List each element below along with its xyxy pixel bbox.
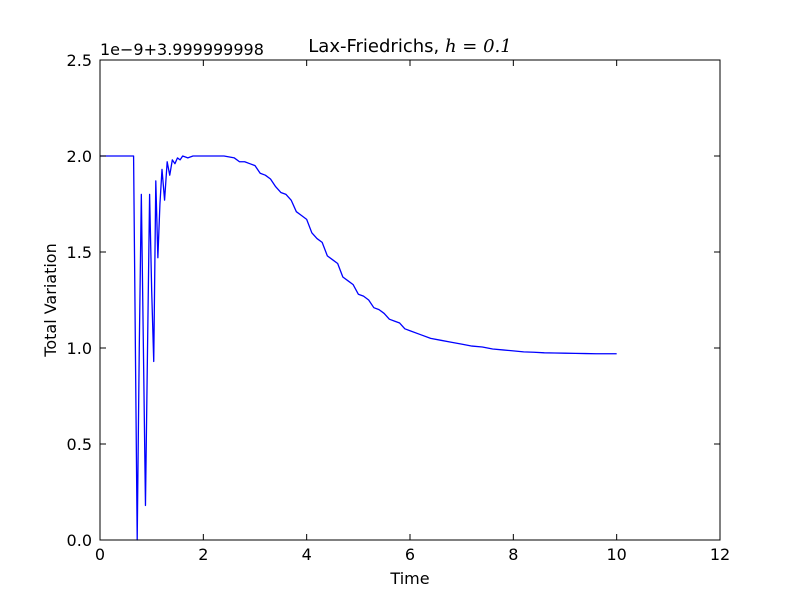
x-tick-label: 12 [710, 545, 730, 564]
y-tick-label: 0.5 [67, 435, 92, 454]
series-line-0 [100, 155, 617, 541]
x-tick-label: 8 [508, 545, 518, 564]
y-tick-label: 1.5 [67, 243, 92, 262]
x-tick-label: 4 [302, 545, 312, 564]
x-tick-label: 6 [405, 545, 415, 564]
y-tick-label: 2.5 [67, 51, 92, 70]
y-tick-label: 0.0 [67, 531, 92, 550]
y-offset-label: 1e−9+3.999999998 [100, 40, 264, 59]
ticks-layer: 0 2 4 6 8 10 12 0.0 0.5 1.0 1.5 2.0 2.5 [67, 51, 731, 564]
plot-layer [100, 155, 617, 541]
x-tick-label: 0 [95, 545, 105, 564]
x-axis-title: Time [389, 569, 429, 588]
x-tick-label: 10 [606, 545, 626, 564]
x-tick-label: 2 [198, 545, 208, 564]
chart-title-math: h = 0.1 [445, 36, 512, 57]
chart-title: Lax-Friedrichs, h = 0.1 [308, 36, 511, 57]
y-axis-title: Total Variation [41, 243, 60, 357]
y-tick-label: 1.0 [67, 339, 92, 358]
y-tick-label: 2.0 [67, 147, 92, 166]
